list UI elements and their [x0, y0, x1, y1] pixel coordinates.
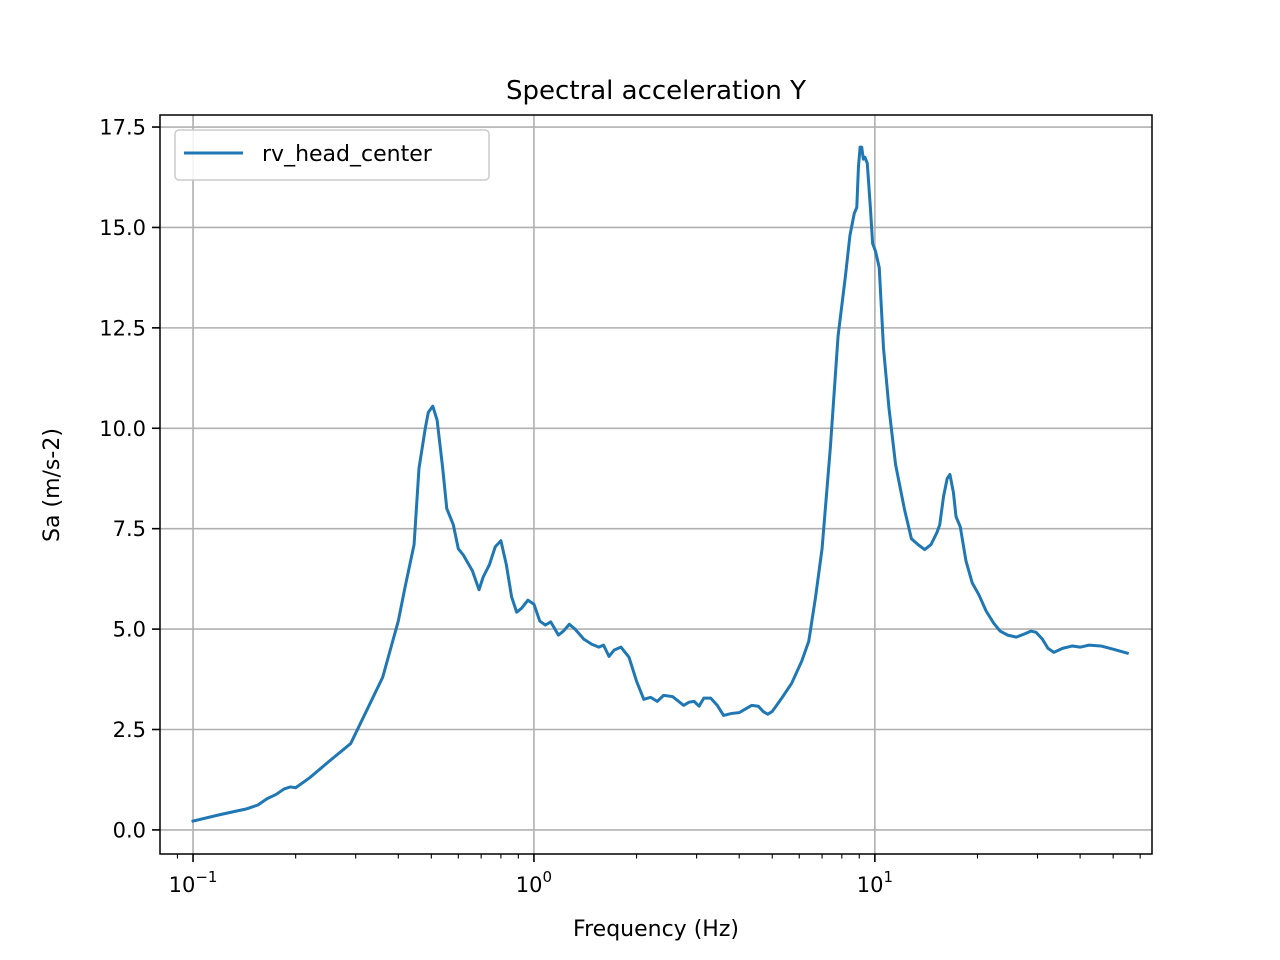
x-tick-label: 10−1	[169, 868, 218, 897]
y-tick-label: 10.0	[99, 417, 146, 441]
x-tick-label: 100	[516, 868, 552, 897]
x-axis-ticks: 10−1 100 101	[169, 854, 893, 897]
y-tick-label: 15.0	[99, 216, 146, 240]
x-tick-label: 101	[857, 868, 893, 897]
plot-frame	[159, 114, 1153, 855]
y-tick-label: 12.5	[99, 316, 146, 340]
legend-box	[174, 129, 490, 181]
chart-title: Spectral acceleration Y	[506, 76, 806, 106]
legend-label-rv-head-center: rv_head_center	[262, 142, 433, 167]
y-axis-label: Sa (m/s-2)	[40, 428, 65, 542]
legend: rv_head_center	[174, 129, 490, 181]
series-layer	[191, 145, 1130, 823]
y-tick-label: 2.5	[113, 718, 146, 742]
series-line-rv-head-center	[191, 145, 1130, 823]
y-tick-label: 5.0	[113, 618, 146, 642]
y-axis-ticks: 0.0 2.5 5.0 7.5 10.0 12.5 15.0 17.5	[99, 116, 160, 842]
y-tick-label: 17.5	[99, 116, 146, 140]
grid-lines	[160, 115, 1152, 854]
y-tick-label: 7.5	[113, 517, 146, 541]
x-axis-label: Frequency (Hz)	[573, 917, 739, 942]
y-tick-label: 0.0	[113, 818, 146, 842]
